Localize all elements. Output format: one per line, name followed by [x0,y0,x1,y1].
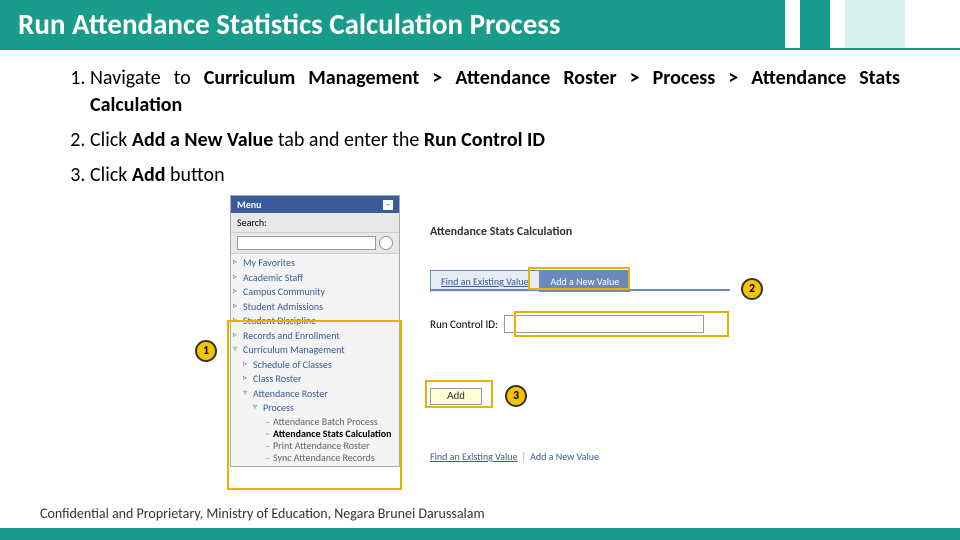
search-go-icon[interactable] [379,236,393,250]
title-accent [800,0,830,48]
menu-item-schedule-classes[interactable]: Schedule of Classes [241,358,399,373]
menu-list: My Favorites Academic Staff Campus Commu… [231,254,399,466]
callout-2: 2 [741,278,763,300]
run-control-label: Run Control ID: [430,318,498,331]
menu-item-academic-staff[interactable]: Academic Staff [231,271,399,286]
menu-panel: Menu – Search: My Favorites Academic Sta… [230,195,400,467]
menu-search-input-row [231,233,399,254]
page-title: Run Attendance Statistics Calculation Pr… [18,6,560,42]
menu-item-student-admissions[interactable]: Student Admissions [231,300,399,315]
step-2-b1: Add a New Value [132,128,273,152]
step-3-pre: Click [90,163,132,187]
link-find-existing[interactable]: Find an Existing Value [430,450,518,463]
content-page-title: Attendance Stats Calculation [430,225,572,239]
step-1-path: Curriculum Management > Attendance Roste… [90,66,900,117]
title-accent-light [845,0,905,48]
step-2-pre: Click [90,128,132,152]
step-2: Click Add a New Value tab and enter the … [90,127,900,154]
menu-search-label: Search: [237,216,267,229]
add-button[interactable]: Add [430,388,482,405]
step-3-b1: Add [132,163,166,187]
link-add-new[interactable]: Add a New Value [530,450,599,463]
menu-header-label: Menu [237,198,262,211]
menu-item-student-discipline[interactable]: Student Discipline [231,314,399,329]
footer-bar [0,528,960,540]
step-1: Navigate to Curriculum Management > Atte… [90,65,900,119]
title-underline [0,48,960,50]
menu-item-class-roster[interactable]: Class Roster [241,372,399,387]
callout-1: 1 [195,340,217,362]
menu-item-records-enrollment[interactable]: Records and Enrollment [231,329,399,344]
callout-3: 3 [505,385,527,407]
step-2-b2: Run Control ID [424,128,545,152]
menu-item-attendance-roster[interactable]: Attendance Roster [241,387,399,402]
title-bar: Run Attendance Statistics Calculation Pr… [0,0,785,48]
footer-text: Confidential and Proprietary, Ministry o… [40,505,485,522]
screenshot-region: Menu – Search: My Favorites Academic Sta… [230,195,760,495]
bottom-links: Find an Existing Value |Add a New Value [430,450,599,463]
menu-item-curriculum-management[interactable]: Curriculum Management [231,343,399,358]
add-button-wrap: Add [430,385,482,405]
menu-leaf-print-attendance[interactable]: Print Attendance Roster [251,440,399,452]
minimize-icon[interactable]: – [383,200,393,210]
link-separator: | [522,450,527,463]
menu-search-input[interactable] [237,236,376,250]
menu-search-row: Search: [231,213,399,233]
menu-item-favorites[interactable]: My Favorites [231,256,399,271]
menu-leaf-attendance-stats[interactable]: Attendance Stats Calculation [251,428,399,440]
menu-item-campus-community[interactable]: Campus Community [231,285,399,300]
menu-header: Menu – [231,196,399,213]
run-control-row: Run Control ID: [430,315,704,333]
step-1-pre: Navigate to [90,66,204,90]
instructions-block: Navigate to Curriculum Management > Atte… [60,65,900,197]
menu-leaf-attendance-batch[interactable]: Attendance Batch Process [251,416,399,428]
step-3: Click Add button [90,162,900,189]
step-3-post: button [166,163,225,187]
menu-item-process[interactable]: Process [251,401,399,416]
step-2-mid: tab and enter the [273,128,424,152]
menu-leaf-sync-attendance[interactable]: Sync Attendance Records [251,452,399,464]
run-control-input[interactable] [504,315,704,333]
tab-underline [430,289,730,291]
